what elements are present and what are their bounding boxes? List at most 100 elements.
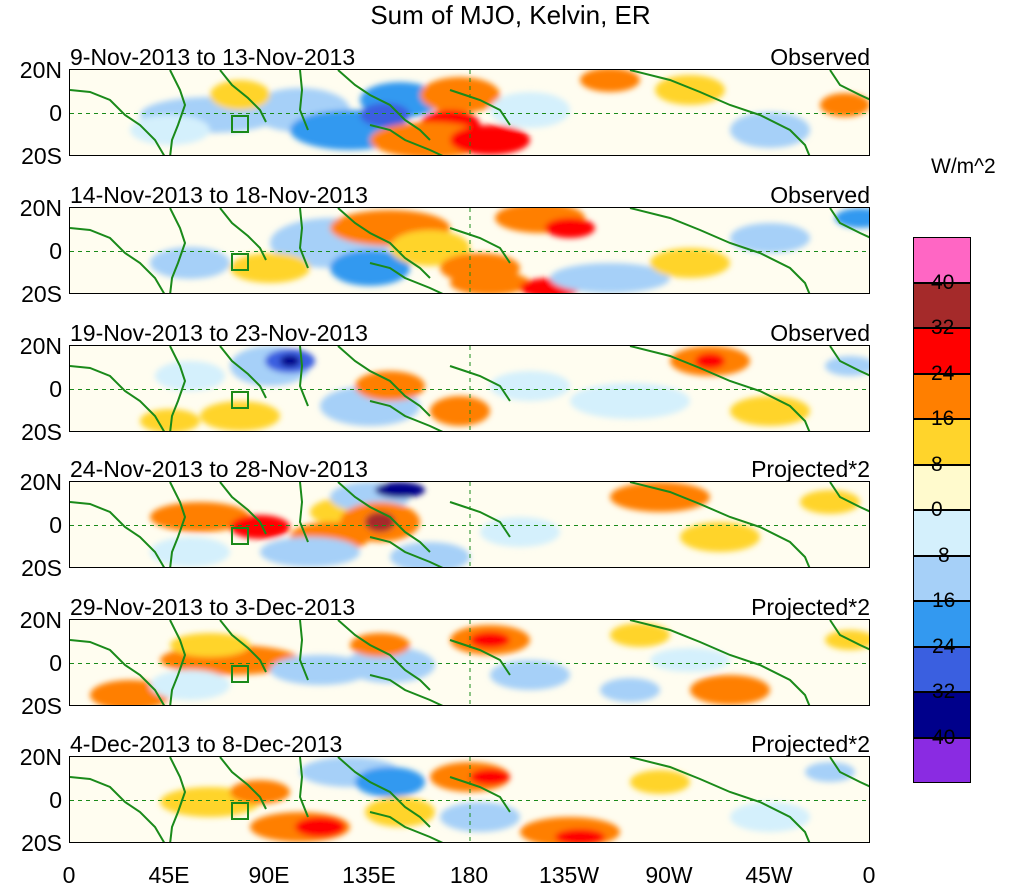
longitude-label: 180 — [449, 862, 489, 888]
colorbar-swatch — [913, 555, 971, 601]
anomaly-contour — [490, 371, 570, 401]
colorbar-swatch — [913, 419, 971, 465]
anomaly-contour — [350, 633, 410, 657]
anomaly-contour — [270, 655, 370, 685]
coastline — [829, 620, 869, 651]
anomaly-contour — [650, 648, 730, 672]
anomaly-contour — [680, 522, 760, 552]
anomaly-contour — [650, 248, 730, 278]
latitude-label: 0 — [49, 99, 62, 126]
anomaly-contour — [210, 80, 270, 110]
anomaly-contour — [480, 517, 560, 547]
coastline — [369, 262, 444, 293]
coastline — [298, 208, 309, 269]
panel-date-range: 24-Nov-2013 to 28-Nov-2013 — [70, 456, 368, 482]
colorbar-swatch — [913, 237, 971, 283]
colorbar-swatch — [913, 373, 971, 419]
coastline — [169, 346, 187, 431]
coastline — [369, 811, 444, 842]
anomaly-contour — [610, 623, 670, 647]
panel-date-range: 29-Nov-2013 to 3-Dec-2013 — [70, 594, 356, 620]
latitude-label: 20N — [19, 744, 62, 770]
coastline — [298, 482, 309, 543]
coastline — [449, 227, 511, 264]
coastline — [369, 124, 444, 155]
longitude-label: 135W — [538, 862, 600, 888]
coastline — [169, 70, 187, 155]
panel-date-range: 4-Dec-2013 to 8-Dec-2013 — [70, 731, 343, 757]
latitude-label: 20N — [19, 333, 62, 359]
coastline — [369, 674, 444, 705]
anomaly-contour — [440, 802, 520, 832]
colorbar-label: -8 — [931, 543, 950, 567]
coastline — [169, 757, 187, 842]
panel-date-range: 14-Nov-2013 to 18-Nov-2013 — [70, 182, 368, 208]
panel-data-type: Observed — [770, 320, 870, 346]
coastline — [337, 70, 431, 141]
anomaly-contour — [545, 218, 595, 238]
latitude-label: 20S — [21, 555, 62, 581]
reference-box — [231, 802, 249, 820]
anomaly-contour — [330, 250, 410, 286]
anomaly-contour — [365, 512, 395, 532]
anomaly-contour — [450, 271, 530, 293]
colorbar-label: 32 — [931, 316, 955, 339]
coastline — [449, 89, 511, 126]
latitude-label: 20N — [19, 469, 62, 495]
reference-box — [231, 115, 249, 133]
anomaly-map — [70, 482, 869, 567]
anomaly-contour — [355, 371, 425, 401]
coastline — [629, 482, 811, 567]
anomaly-contour — [280, 355, 300, 367]
anomaly-contour — [580, 70, 640, 92]
latitude-label: 20S — [21, 281, 62, 307]
latitude-label: 0 — [49, 511, 62, 538]
latitude-label: 20S — [21, 693, 62, 719]
map-panel — [69, 756, 870, 843]
anomaly-contour — [690, 675, 770, 705]
coastline — [449, 776, 511, 813]
anomaly-contour — [200, 401, 280, 431]
reference-box — [231, 665, 249, 683]
latitude-label: 20S — [21, 143, 62, 169]
coastline — [629, 620, 811, 705]
anomaly-contour — [800, 490, 860, 514]
anomaly-contour — [550, 263, 670, 293]
anomaly-contour — [555, 829, 605, 842]
anomaly-contour — [630, 770, 690, 794]
coastline — [337, 620, 431, 691]
coastline — [629, 757, 811, 842]
anomaly-contour — [230, 253, 310, 283]
coastline — [70, 89, 165, 155]
latitude-label: 0 — [49, 649, 62, 676]
coastline — [829, 346, 869, 377]
colorbar-swatch — [913, 737, 971, 783]
coastline — [298, 70, 309, 131]
colorbar-label: 0 — [931, 498, 943, 521]
anomaly-contour — [420, 77, 500, 113]
longitude-label: 0 — [62, 862, 76, 888]
anomaly-contour — [230, 780, 290, 804]
anomaly-contour — [150, 670, 230, 700]
colorbar-label: -32 — [925, 680, 956, 703]
anomaly-contour — [150, 537, 230, 567]
latitude-label: 0 — [49, 375, 62, 402]
colorbar-units: W/m^2 — [931, 155, 996, 178]
map-panel — [69, 619, 870, 706]
coastline — [829, 70, 869, 101]
map-panel — [69, 345, 870, 432]
panel-date-range: 9-Nov-2013 to 13-Nov-2013 — [70, 44, 356, 70]
colorbar-swatch — [913, 282, 971, 328]
anomaly-contour — [805, 762, 855, 782]
anomaly-contour — [730, 112, 810, 148]
anomaly-contour — [375, 482, 425, 498]
latitude-label: 0 — [49, 237, 62, 264]
coastline — [829, 482, 869, 513]
latitude-label: 20S — [21, 419, 62, 445]
longitude-label: 45W — [745, 862, 793, 888]
anomaly-contour — [430, 396, 490, 426]
anomaly-contour — [450, 125, 530, 155]
longitude-label: 90E — [248, 862, 290, 888]
coastline — [829, 208, 869, 239]
anomaly-contour — [820, 93, 869, 117]
